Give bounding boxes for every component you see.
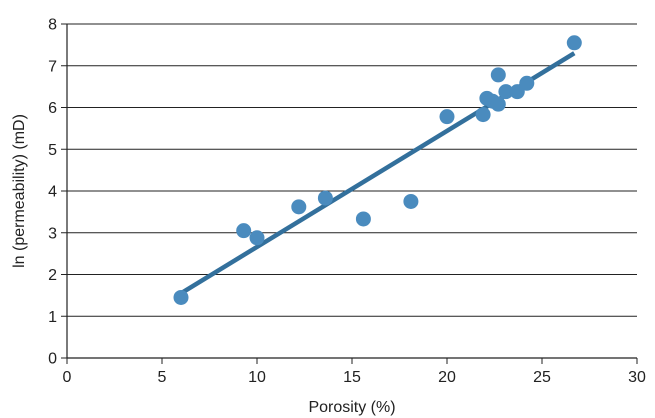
data-point-16 — [566, 35, 582, 51]
y-tick-label-3: 3 — [48, 225, 57, 242]
y-tick-label-0: 0 — [48, 351, 57, 368]
y-tick-label-7: 7 — [48, 58, 57, 75]
data-point-13 — [498, 84, 514, 100]
data-point-0 — [173, 289, 189, 305]
x-tick-label-4: 20 — [438, 369, 456, 386]
x-tick-label-2: 10 — [248, 369, 266, 386]
data-point-1 — [236, 223, 252, 239]
y-axis-title: ln (permeability) (mD) — [11, 114, 28, 268]
y-tick-label-1: 1 — [48, 309, 57, 326]
x-axis-title: Porosity (%) — [308, 399, 395, 416]
y-axis-ticks: 0 1 2 3 4 5 6 7 8 — [48, 17, 67, 368]
data-points — [173, 35, 582, 305]
data-point-8 — [475, 107, 491, 123]
gridlines — [67, 23, 637, 317]
x-tick-label-1: 5 — [158, 369, 167, 386]
data-point-7 — [439, 109, 455, 125]
data-point-6 — [403, 193, 419, 209]
y-tick-label-2: 2 — [48, 267, 57, 284]
x-tick-label-3: 15 — [343, 369, 361, 386]
data-point-15 — [519, 75, 535, 91]
data-point-4 — [317, 190, 333, 206]
data-point-11 — [490, 96, 506, 112]
x-tick-label-5: 25 — [533, 369, 551, 386]
y-tick-label-5: 5 — [48, 142, 57, 159]
y-tick-label-8: 8 — [48, 17, 57, 34]
x-axis-ticks: 0 5 10 15 20 25 30 — [63, 358, 646, 386]
data-point-5 — [355, 211, 371, 227]
y-tick-label-6: 6 — [48, 100, 57, 117]
x-tick-label-0: 0 — [63, 369, 72, 386]
data-point-3 — [291, 199, 307, 215]
data-point-12 — [490, 67, 506, 83]
x-tick-label-6: 30 — [628, 369, 646, 386]
y-tick-label-4: 4 — [48, 184, 57, 201]
data-point-2 — [249, 230, 265, 246]
